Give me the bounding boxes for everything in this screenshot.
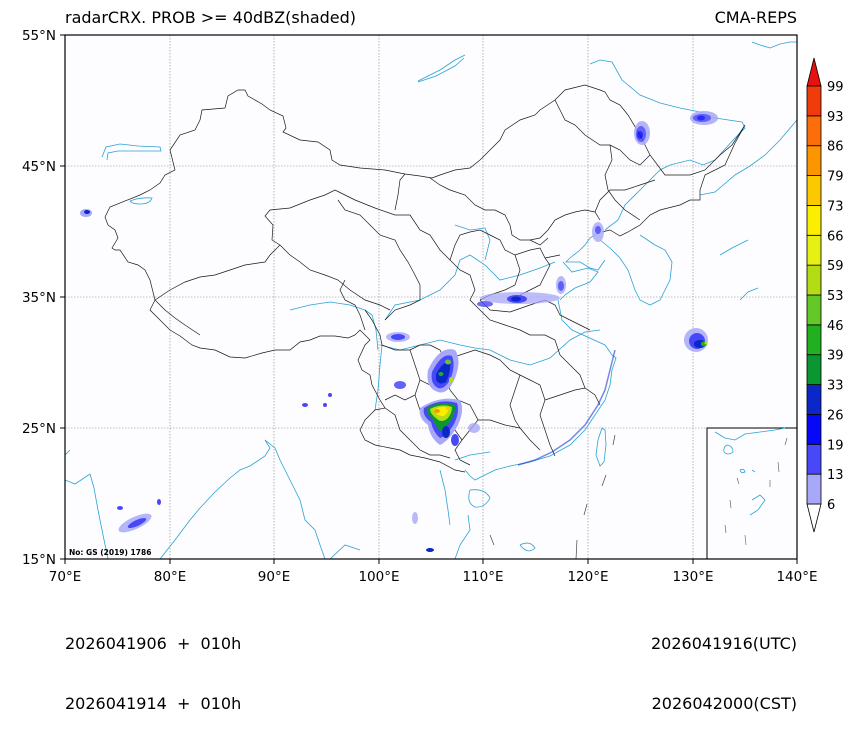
- colorbar-label: 53: [827, 289, 844, 304]
- colorbar-segment: [806, 175, 822, 206]
- init-utc-line: 2026041906 + 010h: [65, 634, 242, 653]
- x-tick-label: 120°E: [567, 569, 608, 585]
- valid-cst: 2026042000(CST): [651, 694, 797, 713]
- map-figure: No: GS (2019) 1786 55°N 45°N 35°N 25°N 1…: [22, 28, 844, 585]
- init-time-block: 2026041906 + 010h 2026041914 + 010h: [65, 594, 241, 734]
- colorbar-segment: [806, 324, 822, 356]
- colorbar-segment: [806, 264, 822, 296]
- colorbar-label: 93: [827, 110, 844, 125]
- dash-lines: [489, 434, 616, 559]
- coastlines-rivers: [65, 41, 797, 559]
- valid-utc: 2026041916(UTC): [651, 634, 797, 653]
- colorbar-label: 13: [827, 468, 844, 483]
- x-tick-label: 110°E: [462, 569, 503, 585]
- model-name: CMA-REPS: [714, 8, 797, 27]
- y-tick-label: 55°N: [22, 28, 56, 44]
- x-tick-label: 130°E: [672, 569, 713, 585]
- colorbar-segment: [806, 384, 822, 415]
- colorbar-segment: [806, 443, 822, 475]
- colorbar-segment: [806, 145, 822, 176]
- y-tick-label: 35°N: [22, 290, 56, 306]
- y-tick-label: 45°N: [22, 159, 56, 175]
- colorbar: 6 13 19 26 33 39 46 53 59 66 73 79 86 93 99: [806, 57, 844, 533]
- x-tick-label: 70°E: [49, 569, 81, 585]
- x-tick-label: 100°E: [358, 569, 399, 585]
- colorbar-under-triangle: [806, 503, 822, 533]
- map-watermark: No: GS (2019) 1786: [69, 548, 151, 557]
- x-axis: 70°E 80°E 90°E 100°E 110°E 120°E 130°E 1…: [49, 559, 818, 585]
- colorbar-segment: [806, 473, 822, 505]
- x-tick-label: 140°E: [776, 569, 817, 585]
- south-china-sea-inset: [706, 427, 797, 559]
- map-layers: [65, 35, 797, 559]
- colorbar-segment: [806, 85, 822, 117]
- y-axis: 55°N 45°N 35°N 25°N 15°N: [22, 28, 65, 568]
- colorbar-label: 33: [827, 379, 844, 394]
- colorbar-label: 66: [827, 229, 844, 244]
- colorbar-segment: [806, 234, 822, 266]
- y-tick-label: 15°N: [22, 552, 56, 568]
- colorbar-label: 6: [827, 498, 835, 513]
- borders: [104, 84, 746, 473]
- colorbar-label: 86: [827, 140, 844, 155]
- x-tick-label: 90°E: [258, 569, 290, 585]
- colorbar-segment: [806, 205, 822, 236]
- colorbar-segment: [806, 294, 822, 326]
- y-tick-label: 25°N: [22, 421, 56, 437]
- colorbar-over-triangle: [806, 57, 822, 87]
- colorbar-label: 99: [827, 80, 844, 95]
- colorbar-segment: [806, 414, 822, 445]
- probability-shading: [80, 111, 718, 552]
- colorbar-label: 73: [827, 199, 844, 214]
- colorbar-segment: [806, 115, 822, 147]
- colorbar-segment: [806, 354, 822, 385]
- colorbar-label: 19: [827, 438, 844, 453]
- chart-title: radarCRX. PROB >= 40dBZ(shaded): [65, 8, 357, 27]
- valid-time-block: 2026041916(UTC) 2026042000(CST): [651, 594, 797, 734]
- colorbar-label: 46: [827, 319, 844, 334]
- colorbar-label: 59: [827, 259, 844, 274]
- colorbar-label: 79: [827, 170, 844, 185]
- x-tick-label: 80°E: [154, 569, 186, 585]
- colorbar-label: 39: [827, 349, 844, 364]
- init-cst-line: 2026041914 + 010h: [65, 694, 242, 713]
- colorbar-label: 26: [827, 408, 844, 423]
